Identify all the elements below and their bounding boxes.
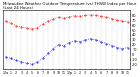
Text: Milwaukee Weather Outdoor Temperature (vs) THSW Index per Hour (Last 24 Hours): Milwaukee Weather Outdoor Temperature (v… [3, 2, 136, 10]
